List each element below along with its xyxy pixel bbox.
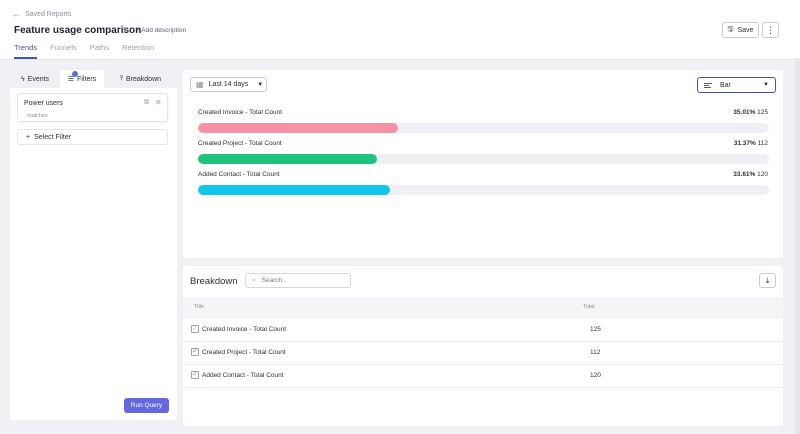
bar-count: 125 — [757, 109, 768, 116]
tab-filters[interactable]: ☰ Filters — [60, 70, 104, 88]
query-panel-tabs: ϟ Events ☰ Filters ⫯ Breakdown — [10, 70, 177, 88]
select-filter-label: Select Filter — [34, 133, 72, 141]
back-link[interactable]: ← Saved Reports — [12, 9, 72, 19]
date-range-dropdown[interactable]: ▦ Last 14 days ▼ — [190, 77, 267, 92]
breakdown-icon: ⫯ — [119, 75, 123, 82]
save-button[interactable]: 🖫 Save — [722, 22, 759, 38]
kebab-menu-icon: ⋮ — [766, 24, 775, 35]
more-options-button[interactable]: ⋮ — [762, 22, 779, 38]
tab-breakdown[interactable]: ⫯ Breakdown — [104, 70, 177, 88]
bar-count: 112 — [757, 140, 768, 147]
add-description-label: Add description — [141, 27, 187, 34]
table-row: ✓ Created Project - Total Count 112 — [183, 342, 783, 365]
row-checkbox[interactable]: ✓ — [191, 348, 199, 356]
filter-operator: matches — [27, 113, 48, 119]
search-input[interactable] — [261, 277, 342, 284]
back-link-label: Saved Reports — [25, 11, 72, 18]
bar[interactable] — [198, 154, 377, 164]
download-icon: ⤓ — [765, 275, 770, 285]
plus-icon: + — [136, 27, 142, 34]
download-button[interactable]: ⤓ — [759, 273, 776, 288]
bar-track — [198, 123, 769, 133]
date-range-label: Last 14 days — [208, 81, 249, 88]
bar-label: Created Invoice - Total Count — [198, 109, 283, 116]
pencil-icon[interactable]: ✎ — [122, 26, 129, 35]
active-dot-icon — [72, 71, 78, 77]
chart-card — [183, 70, 783, 258]
chevron-down-icon: ▼ — [257, 81, 264, 88]
row-title: Created Invoice - Total Count — [202, 326, 287, 333]
report-tabs: Trends Funnels Paths Retention — [14, 43, 167, 59]
save-disk-icon: 🖫 — [727, 25, 734, 33]
search-icon: ⌕ — [252, 276, 256, 284]
close-icon[interactable]: ✕ — [155, 98, 162, 107]
select-filter-button[interactable]: + Select Filter — [17, 129, 168, 145]
filter-name: Power users — [24, 100, 63, 107]
breakdown-search[interactable]: ⌕ — [245, 273, 351, 288]
page-header: ← Saved Reports Feature usage comparison… — [0, 0, 800, 60]
run-query-button[interactable]: Run Query — [124, 398, 169, 413]
bar-count: 120 — [757, 171, 768, 178]
tab-paths[interactable]: Paths — [89, 43, 109, 52]
plus-icon: + — [26, 133, 31, 141]
row-title: Created Project - Total Count — [202, 349, 286, 356]
tab-funnels[interactable]: Funnels — [50, 43, 77, 52]
filter-card[interactable]: Power users matches ⧉ ✕ — [17, 93, 168, 122]
bar[interactable] — [198, 123, 398, 133]
page-scrollbar[interactable] — [795, 58, 800, 434]
row-total: 112 — [590, 349, 601, 356]
tab-events-label: Events — [27, 75, 50, 83]
tab-events[interactable]: ϟ Events — [10, 70, 60, 88]
chevron-down-icon: ▼ — [763, 82, 769, 88]
table-row: ✓ Added Contact - Total Count 120 — [183, 365, 783, 388]
chart-type-label: Bar — [720, 81, 731, 89]
bar-chart-icon — [704, 82, 712, 88]
bar-percent: 35.01% — [733, 109, 756, 116]
bar-label: Added Contact - Total Count — [198, 171, 280, 178]
bar-value: 31.37% 112 — [734, 140, 768, 147]
row-total: 120 — [590, 372, 601, 379]
breakdown-card — [183, 266, 783, 426]
bar[interactable] — [198, 185, 390, 195]
bar-percent: 31.37% — [733, 140, 756, 147]
copy-icon[interactable]: ⧉ — [144, 99, 149, 106]
breakdown-title: Breakdown — [190, 276, 238, 287]
chart-type-select[interactable]: Bar ▼ — [697, 77, 776, 93]
row-checkbox[interactable]: ✓ — [191, 371, 199, 379]
filter-lines-icon: ☰ — [67, 76, 75, 83]
tab-trends[interactable]: Trends — [14, 43, 38, 59]
save-button-label: Save — [737, 26, 754, 34]
tab-filters-label: Filters — [77, 75, 97, 83]
tab-breakdown-label: Breakdown — [126, 75, 162, 83]
add-description-button[interactable]: + Add description — [136, 27, 186, 34]
bar-track — [198, 154, 769, 164]
bar-percent: 33.61% — [733, 171, 756, 178]
table-row: ✓ Created Invoice - Total Count 125 — [183, 319, 783, 342]
arrow-left-icon: ← — [12, 9, 21, 19]
table-header — [183, 297, 783, 319]
bar-value: 35.01% 125 — [733, 109, 768, 116]
page-title: Feature usage comparison — [14, 25, 142, 36]
bar-track — [198, 185, 769, 195]
column-header-title: Title — [194, 304, 205, 310]
row-checkbox[interactable]: ✓ — [191, 325, 199, 333]
column-header-total: Total — [583, 304, 595, 310]
row-title: Added Contact - Total Count — [202, 372, 284, 379]
bolt-icon: ϟ — [20, 75, 25, 83]
tab-retention[interactable]: Retention — [121, 43, 155, 52]
bar-label: Created Project - Total Count — [198, 140, 282, 147]
row-total: 125 — [590, 326, 601, 333]
query-panel — [10, 70, 177, 420]
calendar-icon: ▦ — [196, 80, 204, 89]
bar-value: 33.61% 120 — [733, 171, 768, 178]
